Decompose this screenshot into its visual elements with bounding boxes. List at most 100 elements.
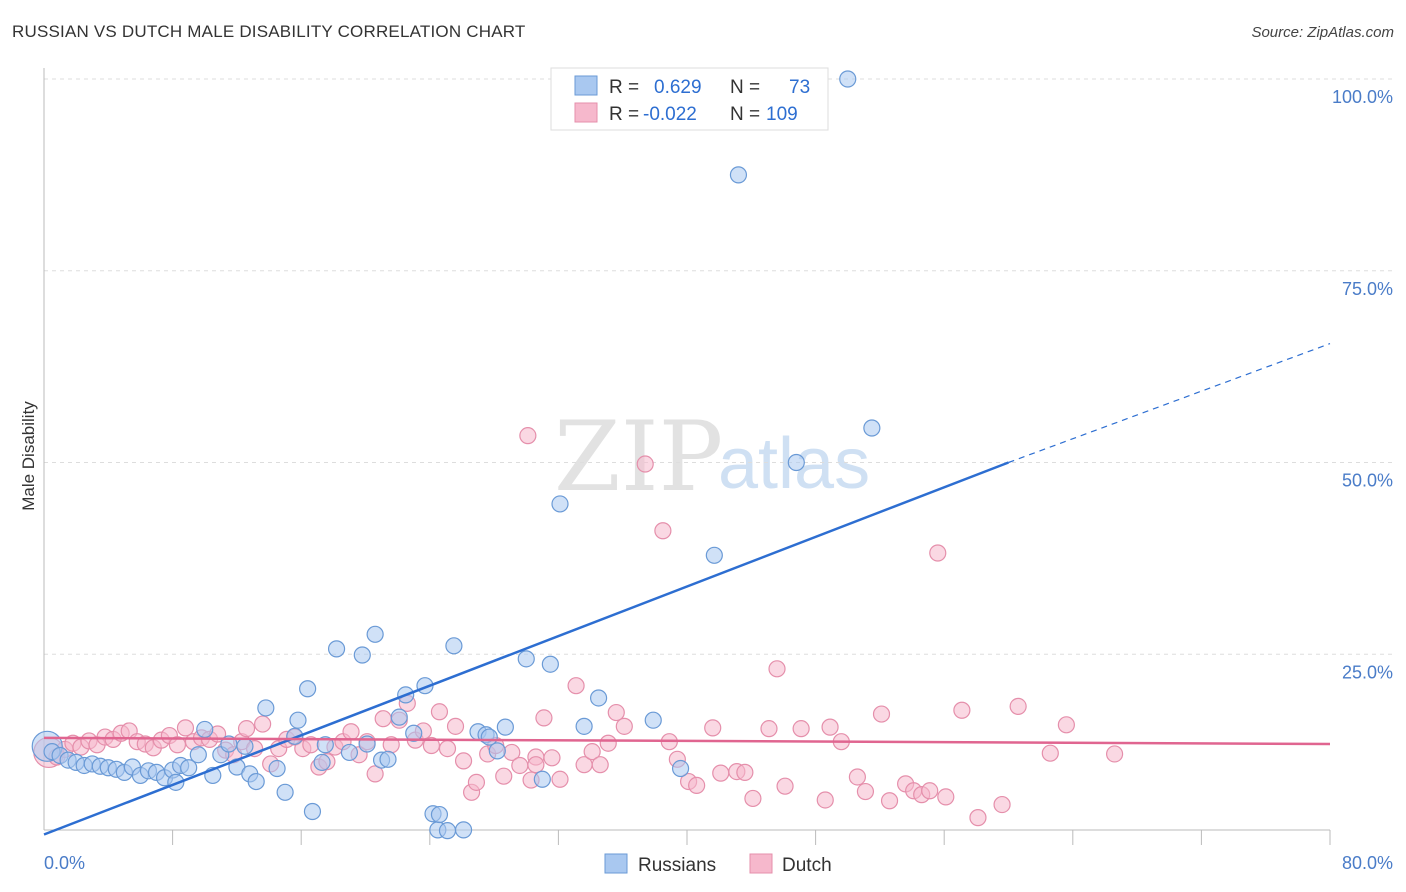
dutch-point-88 [821,718,839,736]
y-tick-label-50: 50.0% [1342,471,1393,491]
dutch-point-103 [1009,697,1027,716]
dutch-point-73 [654,522,672,540]
dutch-point-92 [872,705,891,723]
russian-point-51 [438,822,457,840]
x-ticks [172,830,1331,845]
russian-point-59 [533,770,551,788]
russian-point-52 [445,637,463,655]
dutch-point-104 [1041,744,1059,762]
dutch-point-54 [467,773,486,791]
y-tick-label-25: 25.0% [1342,662,1393,682]
russian-point-42 [366,625,384,643]
dutch-point-71 [615,717,633,735]
russian-point-30 [268,759,286,778]
russian-point-70 [863,419,881,437]
russian-point-29 [257,699,275,717]
dutch-point-68 [591,756,609,774]
russian-point-53 [454,821,473,839]
x-tick-label-max: 80.0% [1342,853,1393,873]
dutch-point-57 [495,767,513,785]
russian-point-34 [299,680,317,698]
dutch-point-83 [760,720,778,738]
chart-title: RUSSIAN VS DUTCH MALE DISABILITY CORRELA… [12,22,526,41]
legend-dutch-r-value: -0.022 [643,104,697,125]
legend-russians-n-label: N = [730,77,760,98]
dutch-point-79 [712,764,730,782]
dutch-point-65 [567,677,585,695]
russian-point-61 [551,495,569,513]
dutch-point-48 [422,736,441,755]
bottom-legend-russians: Russians [638,855,716,876]
russian-point-66 [705,546,723,564]
dutch-point-82 [744,789,762,808]
bottom-legend: Russians Dutch [604,853,832,876]
dutch-point-70 [607,703,625,722]
bottom-legend-swatch-russians [604,853,628,874]
dutch-trendline [43,736,1331,746]
dutch-point-16 [168,736,187,754]
legend-dutch-r-label: R = [609,104,639,125]
dutch-point-62 [535,709,553,727]
russian-point-44 [379,750,397,768]
top-legend: R = 0.629 N = 73 R = -0.022 N = 109 [550,67,829,131]
russian-point-33 [289,711,307,729]
russian-point-60 [541,655,559,673]
russian-point-65 [671,759,690,778]
bottom-legend-dutch: Dutch [782,855,832,876]
russian-point-26 [236,737,254,755]
russian-point-57 [496,718,514,736]
dutch-point-41 [366,765,384,783]
russian-point-63 [589,689,608,707]
russian-point-69 [839,70,857,88]
russian-point-45 [390,708,408,726]
legend-russians-n-value: 73 [789,77,810,98]
dutch-point-27 [254,715,272,733]
russian-point-36 [313,753,331,771]
russian-point-31 [276,783,294,801]
russian-point-64 [644,711,662,729]
legend-dutch-n-label: N = [730,104,760,125]
russian-point-39 [340,743,359,762]
dutch-point-91 [856,782,875,801]
dutch-point-59 [511,756,529,775]
dutch-point-86 [792,720,810,738]
russian-point-35 [303,802,322,821]
dutch-point-60 [519,427,537,445]
russian-point-21 [196,720,214,739]
russian-point-47 [405,724,423,742]
russian-point-72 [480,728,498,746]
dutch-point-51 [446,717,465,735]
dutch-point-97 [921,782,939,800]
dutch-point-77 [688,776,706,795]
russian-point-58 [517,650,535,668]
dutch-point-102 [993,795,1011,814]
russian-point-71 [430,805,449,824]
dutch-point-108 [527,756,545,774]
russian-point-37 [316,736,334,754]
dutch-point-78 [704,719,722,737]
dutch-point-25 [237,720,256,738]
russians-trendline-extension [1008,343,1331,464]
bottom-legend-swatch-dutch [749,853,773,874]
dutch-point-99 [937,788,955,806]
dutch-point-87 [816,791,834,809]
y-axis-label: Male Disability [19,401,38,511]
dutch-point-93 [880,792,899,810]
y-tick-labels: 25.0% 50.0% 75.0% 100.0% [1332,87,1393,682]
russians-trendline [43,461,1009,836]
dutch-point-63 [543,749,561,767]
dutch-point-64 [551,770,569,788]
legend-russians-r-value: 0.629 [654,77,702,98]
dutch-point-84 [768,660,786,678]
dutch-point-98 [929,544,947,562]
russian-point-28 [247,772,265,791]
legend-dutch-n-value: 109 [766,104,798,125]
dutch-point-49 [430,703,449,721]
y-tick-label-75: 75.0% [1342,279,1393,299]
y-tick-label-100: 100.0% [1332,87,1393,107]
dutch-point-90 [848,768,866,786]
russian-point-67 [729,166,748,184]
watermark-zip: ZIP [554,401,723,513]
dutch-point-38 [342,723,360,741]
